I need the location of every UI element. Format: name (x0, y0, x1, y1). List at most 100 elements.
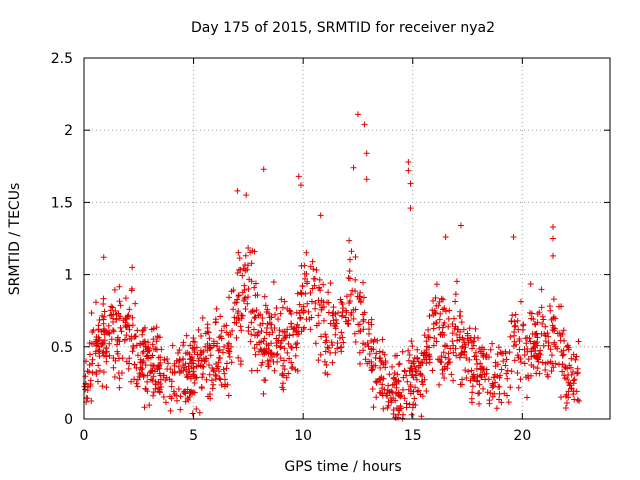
data-point (144, 372, 151, 379)
data-point (298, 291, 305, 298)
data-point (550, 235, 557, 242)
data-point (388, 388, 395, 395)
data-point (480, 385, 487, 392)
data-point (205, 361, 212, 368)
data-point (238, 327, 245, 334)
data-point (129, 264, 136, 271)
data-point (494, 361, 501, 368)
data-point (198, 357, 205, 364)
data-point (182, 390, 189, 397)
data-point (376, 348, 383, 355)
data-point (327, 320, 334, 327)
data-point (559, 331, 566, 338)
data-point (294, 340, 301, 347)
data-point (260, 166, 267, 173)
data-point (442, 343, 449, 350)
data-point (297, 182, 304, 189)
data-point (266, 346, 273, 353)
data-point (120, 317, 127, 324)
data-point (324, 371, 331, 378)
data-point (487, 390, 494, 397)
data-point (103, 348, 110, 355)
data-point (259, 314, 266, 321)
data-point (134, 352, 141, 359)
data-point (321, 358, 328, 365)
data-point (352, 253, 359, 260)
data-point (302, 290, 309, 297)
data-point (150, 373, 157, 380)
data-point (450, 377, 457, 384)
data-point (216, 375, 223, 382)
data-point (382, 359, 389, 366)
data-point (139, 350, 146, 357)
data-point (537, 347, 544, 354)
data-point (89, 369, 96, 376)
data-point (174, 350, 181, 357)
data-point (92, 299, 99, 306)
data-point (368, 367, 375, 374)
data-point (236, 255, 243, 262)
data-point (376, 355, 383, 362)
data-point (179, 362, 186, 369)
data-point (441, 374, 448, 381)
data-point (469, 389, 476, 396)
data-point (357, 299, 364, 306)
data-point (249, 307, 256, 314)
data-point (363, 176, 370, 183)
data-point (142, 385, 149, 392)
data-point (250, 326, 257, 333)
data-point (372, 362, 379, 369)
data-point (479, 364, 486, 371)
data-point (415, 387, 422, 394)
data-point (277, 340, 284, 347)
data-point (190, 368, 197, 375)
data-point (294, 367, 301, 374)
data-point (568, 385, 575, 392)
data-point (150, 392, 157, 399)
data-point (229, 327, 236, 334)
data-point (240, 297, 247, 304)
data-point (281, 357, 288, 364)
data-point (419, 378, 426, 385)
data-point (225, 294, 232, 301)
data-point (258, 362, 265, 369)
data-point (325, 289, 332, 296)
data-point (88, 310, 95, 317)
data-point (436, 298, 443, 305)
data-point (373, 394, 380, 401)
data-point (430, 297, 437, 304)
data-point (414, 355, 421, 362)
data-point (552, 315, 559, 322)
data-point (205, 393, 212, 400)
data-point (501, 390, 508, 397)
data-point (193, 363, 200, 370)
data-point (505, 399, 512, 406)
data-point (169, 369, 176, 376)
data-point (103, 353, 110, 360)
data-point (150, 389, 157, 396)
data-point (103, 358, 110, 365)
data-point (248, 278, 255, 285)
data-point (498, 366, 505, 373)
data-point (433, 338, 440, 345)
data-point (213, 361, 220, 368)
data-point (233, 320, 240, 327)
data-point (542, 323, 549, 330)
data-point (436, 324, 443, 331)
data-point (471, 374, 478, 381)
data-point (234, 296, 241, 303)
data-point (407, 180, 414, 187)
data-point (457, 222, 464, 229)
data-point (82, 386, 89, 393)
data-point (477, 372, 484, 379)
data-point (152, 378, 159, 385)
data-point (565, 388, 572, 395)
data-point (552, 343, 559, 350)
data-point (128, 285, 135, 292)
data-point (360, 347, 367, 354)
data-point (462, 367, 469, 374)
data-point (354, 111, 361, 118)
data-point (171, 390, 178, 397)
data-point (240, 265, 247, 272)
data-point (361, 121, 368, 128)
